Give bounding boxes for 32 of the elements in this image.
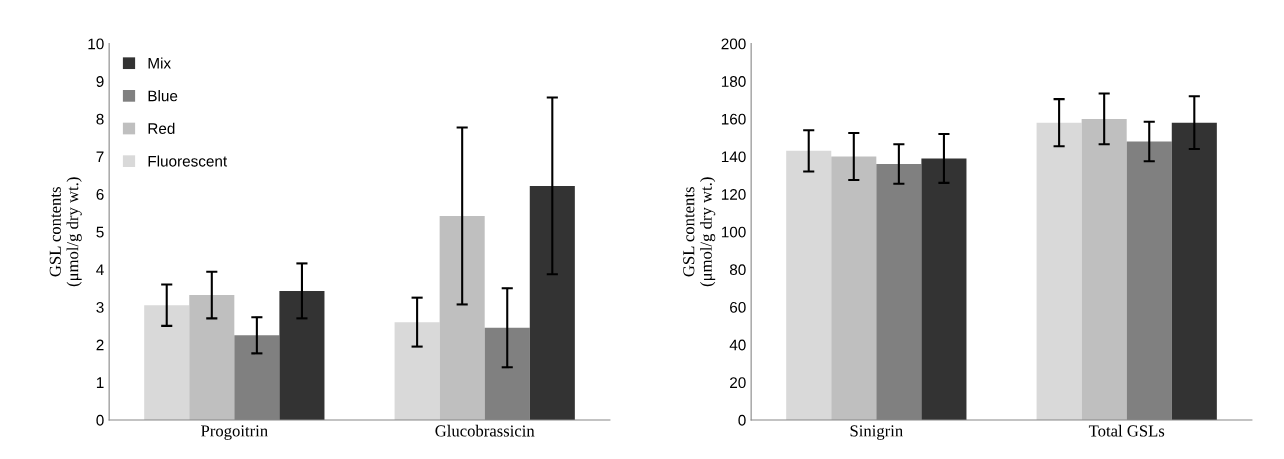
y-tick-label: 180: [721, 76, 746, 87]
y-axis-title: GSL contents (μmol/g dry wt.): [683, 177, 716, 287]
y-tick-label: 100: [721, 226, 746, 238]
x-tick-label: Glucobrassicin: [435, 424, 535, 437]
y-tick-label: 0: [738, 414, 746, 426]
y-tick-label: 6: [96, 189, 104, 200]
y-tick-label: 5: [96, 226, 104, 238]
y-tick-label: 4: [96, 264, 104, 275]
y-tick-label: 10: [88, 38, 104, 50]
y-tick-label: 160: [721, 113, 746, 125]
y-tick-label: 40: [729, 339, 746, 351]
y-axis-title: GSL contents (μmol/g dry wt.): [49, 177, 82, 287]
y-tick-label: 7: [96, 151, 104, 163]
y-tick-label: 9: [96, 76, 104, 87]
y-tick-label: 0: [96, 414, 104, 426]
legend-label: Red: [148, 122, 175, 134]
y-tick-label: 3: [96, 301, 104, 313]
y-tick-label: 8: [96, 113, 104, 125]
y-tick-label: 2: [96, 339, 104, 351]
y-tick-label: 120: [721, 189, 746, 200]
legend-label: Mix: [148, 57, 171, 69]
y-tick-label: 140: [721, 151, 746, 163]
y-tick-label: 60: [730, 301, 746, 313]
x-tick-label: Progoitrin: [201, 425, 268, 440]
x-tick-label: Sinigrin: [850, 425, 903, 440]
y-tick-label: 80: [729, 264, 746, 276]
y-tick-label: 200: [721, 38, 746, 50]
y-tick-label: 20: [730, 377, 746, 389]
y-tick-label: 1: [96, 377, 104, 388]
legend-label: Blue: [148, 90, 178, 102]
x-tick-label: Total GSLs: [1088, 424, 1165, 437]
legend-label: Fluorescent: [148, 155, 228, 167]
